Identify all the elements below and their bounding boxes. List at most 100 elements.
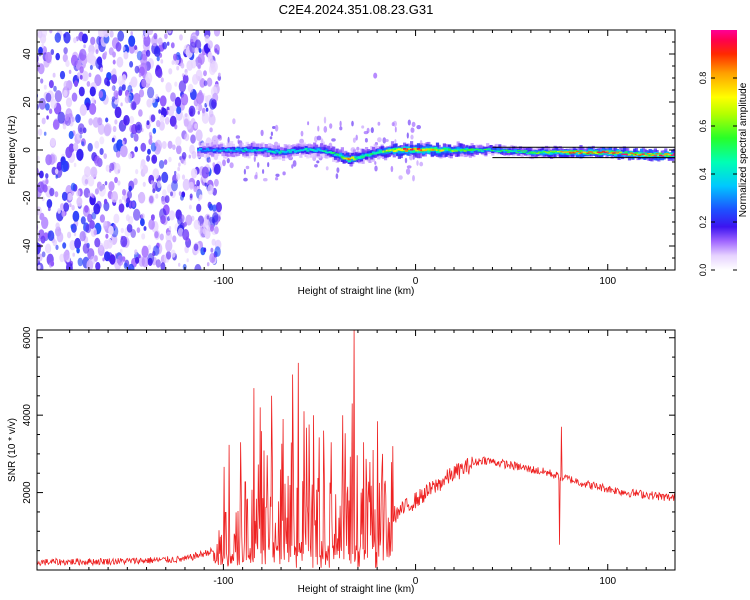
signal-cell	[543, 151, 547, 152]
signal-cell	[410, 149, 414, 151]
signal-cell	[560, 151, 564, 153]
noise-blob	[114, 176, 118, 184]
signal-cell	[517, 149, 521, 151]
signal-cell	[584, 152, 588, 154]
noise-blob	[120, 248, 123, 253]
noise-blob	[138, 89, 145, 98]
signal-cell	[529, 151, 533, 159]
signal-cell	[562, 152, 566, 154]
signal-cell	[256, 146, 260, 151]
signal-cell	[638, 154, 642, 156]
signal-cell	[536, 152, 540, 155]
noise-blob	[232, 118, 236, 125]
signal-cell	[633, 148, 637, 155]
noise-blob	[129, 115, 135, 125]
signal-cell	[558, 152, 562, 158]
signal-cell	[660, 155, 664, 157]
noise-blob	[59, 70, 66, 80]
noise-blob	[183, 118, 189, 127]
noise-blob	[282, 171, 286, 176]
noise-blob	[323, 116, 327, 124]
noise-blob	[412, 175, 415, 182]
signal-cell	[245, 149, 249, 152]
noise-blob	[404, 157, 408, 164]
signal-cell	[546, 150, 550, 153]
signal-cell	[406, 148, 410, 151]
signal-cell	[326, 151, 331, 154]
noise-blob	[52, 72, 56, 78]
noise-blob	[167, 30, 172, 34]
noise-blob	[89, 65, 93, 70]
noise-blob	[174, 81, 178, 87]
signal-cell	[479, 148, 483, 154]
signal-cell	[627, 152, 632, 156]
signal-cell	[652, 154, 656, 156]
signal-cell	[231, 147, 235, 152]
signal-cell	[387, 150, 391, 153]
signal-cell	[543, 151, 547, 154]
noise-blob	[176, 106, 182, 115]
noise-blob	[56, 231, 64, 243]
noise-blob	[135, 256, 140, 264]
noise-blob	[317, 125, 320, 132]
signal-cell	[416, 148, 421, 150]
noise-blob	[82, 205, 90, 217]
noise-blob	[407, 119, 411, 126]
signal-cell	[650, 154, 654, 157]
signal-cell	[473, 148, 478, 151]
noise-blob	[129, 61, 134, 68]
noise-blob	[67, 231, 72, 239]
noise-blob	[159, 233, 164, 241]
signal-cell	[205, 148, 210, 152]
signal-cell	[527, 152, 531, 154]
noise-blob	[209, 127, 213, 133]
noise-blob	[76, 196, 83, 207]
noise-blob	[159, 95, 167, 107]
signal-cell	[572, 152, 576, 154]
noise-blob	[112, 51, 116, 58]
noise-blob	[65, 146, 73, 158]
noise-blob	[179, 214, 185, 223]
noise-blob	[115, 92, 119, 97]
noise-blob	[394, 139, 397, 144]
noise-blob	[210, 247, 214, 253]
noise-blob	[94, 140, 100, 149]
noise-blob	[160, 77, 164, 83]
signal-cell	[337, 154, 341, 157]
noise-blob	[54, 168, 59, 175]
signal-cell	[622, 148, 626, 155]
noise-blob	[112, 125, 117, 133]
signal-cell	[363, 154, 367, 157]
signal-cell	[403, 147, 407, 150]
noise-blob	[90, 255, 96, 265]
snr-frame	[36, 329, 676, 571]
noise-blob	[98, 90, 104, 98]
signal-cell	[607, 152, 611, 154]
noise-blob	[102, 220, 109, 230]
signal-cell	[218, 149, 222, 152]
signal-cell	[223, 149, 227, 151]
signal-cell	[335, 153, 339, 158]
noise-blob	[46, 115, 49, 120]
signal-cell	[226, 148, 230, 150]
noise-blob	[108, 225, 114, 235]
signal-cell	[475, 148, 479, 150]
noise-blob	[339, 126, 343, 131]
noise-blob	[88, 118, 93, 126]
noise-blob	[140, 142, 147, 152]
signal-cell	[669, 152, 673, 155]
signal-cell	[384, 150, 388, 153]
signal-cell	[574, 150, 578, 153]
signal-cell	[197, 149, 201, 152]
signal-cell	[588, 151, 592, 153]
noise-blob	[79, 104, 87, 116]
signal-cell	[555, 151, 559, 154]
signal-cell	[473, 149, 478, 155]
noise-blob	[76, 247, 80, 254]
signal-cell	[626, 154, 630, 156]
signal-cell	[333, 154, 338, 156]
signal-cell	[301, 149, 305, 152]
noise-blob	[207, 40, 213, 49]
signal-cell	[441, 149, 445, 152]
noise-blob	[178, 262, 181, 267]
